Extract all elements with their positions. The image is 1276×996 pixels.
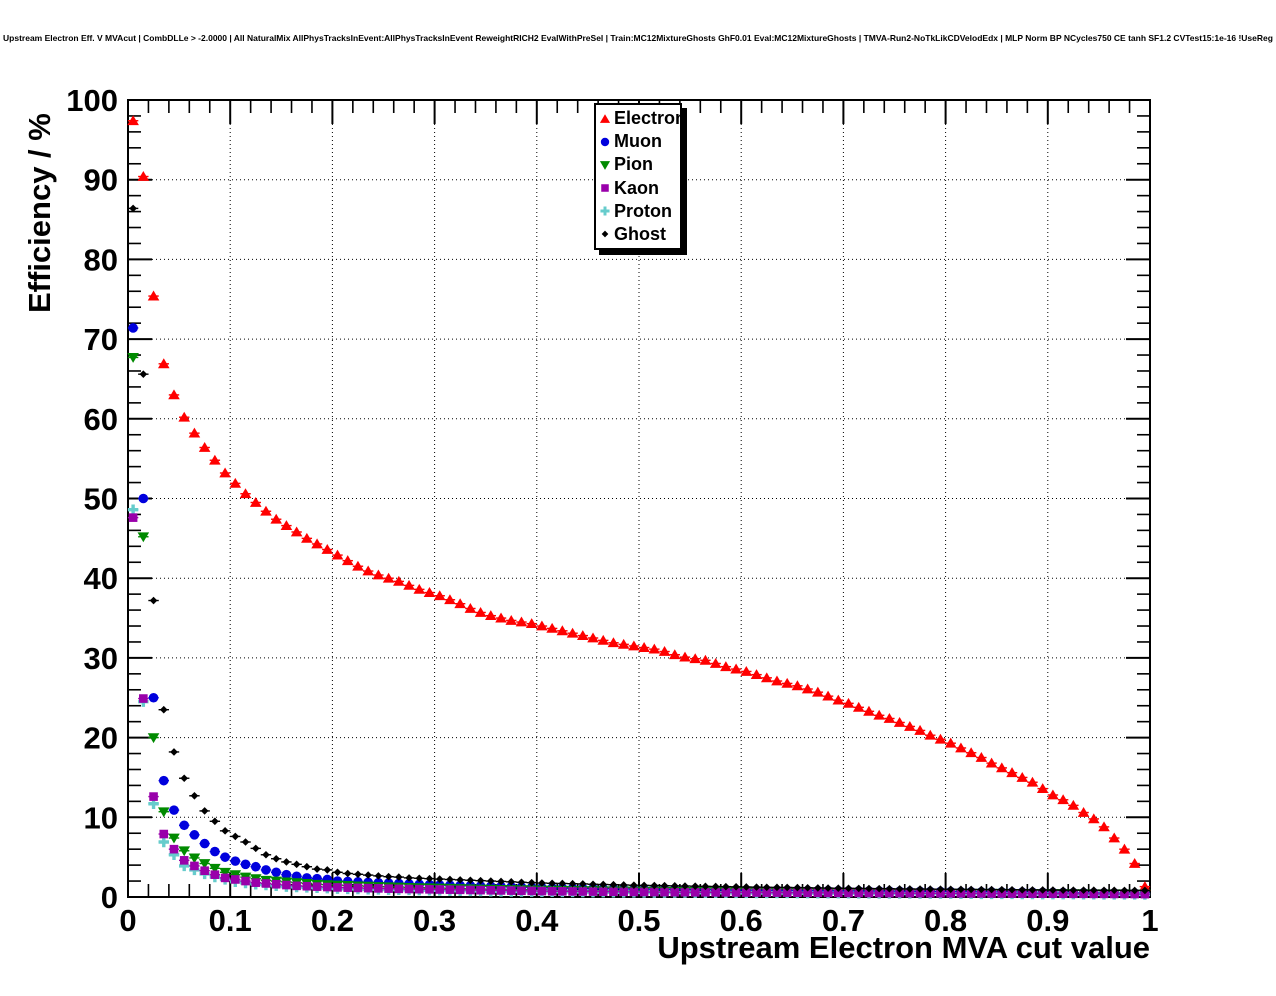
legend-item-kaon: Kaon xyxy=(598,177,680,200)
legend-label: Electron xyxy=(614,108,687,129)
proton-marker-icon xyxy=(600,206,610,216)
plot-frame xyxy=(127,99,1151,898)
pion-marker-icon xyxy=(599,161,611,170)
svg-text:0: 0 xyxy=(101,880,118,915)
x-axis-title: Upstream Electron MVA cut value xyxy=(657,930,1150,965)
plot-title: Upstream Electron Eff. V MVAcut | CombDL… xyxy=(3,33,1273,43)
svg-text:0: 0 xyxy=(119,903,136,938)
series-muon xyxy=(127,323,1151,898)
svg-text:100: 100 xyxy=(66,83,118,118)
series-ghost xyxy=(127,204,1151,895)
svg-text:80: 80 xyxy=(84,242,118,277)
svg-text:20: 20 xyxy=(84,721,118,756)
y-axis-title: Efficiency / % xyxy=(22,113,57,313)
svg-text:0.9: 0.9 xyxy=(1026,903,1069,938)
svg-text:0.5: 0.5 xyxy=(617,903,660,938)
svg-text:30: 30 xyxy=(84,641,118,676)
kaon-marker-icon xyxy=(601,184,609,192)
svg-text:0.2: 0.2 xyxy=(311,903,354,938)
electron-marker-icon xyxy=(599,113,611,123)
svg-text:0.3: 0.3 xyxy=(413,903,456,938)
legend-item-proton: Proton xyxy=(598,200,680,223)
legend-item-muon: Muon xyxy=(598,130,680,153)
svg-text:50: 50 xyxy=(84,482,118,517)
legend-item-ghost: Ghost xyxy=(598,223,680,246)
legend-box: Electron Muon Pion Kaon Proton Ghost xyxy=(594,103,686,250)
legend-label: Pion xyxy=(614,154,653,175)
svg-text:0.4: 0.4 xyxy=(515,903,559,938)
svg-text:0.1: 0.1 xyxy=(209,903,252,938)
svg-text:0.8: 0.8 xyxy=(924,903,967,938)
legend-label: Ghost xyxy=(614,223,666,244)
svg-text:90: 90 xyxy=(84,163,118,198)
legend-label: Kaon xyxy=(614,177,659,198)
svg-text:0.6: 0.6 xyxy=(720,903,763,938)
tick-labels: 0 0.1 0.2 0.3 0.4 0.5 0.6 0.7 0.8 0.9 101020304050… xyxy=(66,83,1158,938)
svg-text:70: 70 xyxy=(84,322,118,357)
legend-item-electron: Electron xyxy=(598,107,686,130)
series-electron xyxy=(127,115,1151,892)
legend-label: Muon xyxy=(614,131,662,152)
ghost-marker-icon xyxy=(601,231,609,238)
legend-item-pion: Pion xyxy=(598,153,680,176)
muon-marker-icon xyxy=(600,137,610,146)
svg-text:60: 60 xyxy=(84,402,118,437)
legend-label: Proton xyxy=(614,200,672,221)
svg-text:0.7: 0.7 xyxy=(822,903,865,938)
svg-text:40: 40 xyxy=(84,561,118,596)
svg-text:10: 10 xyxy=(84,800,118,835)
svg-text:1: 1 xyxy=(1141,903,1158,938)
